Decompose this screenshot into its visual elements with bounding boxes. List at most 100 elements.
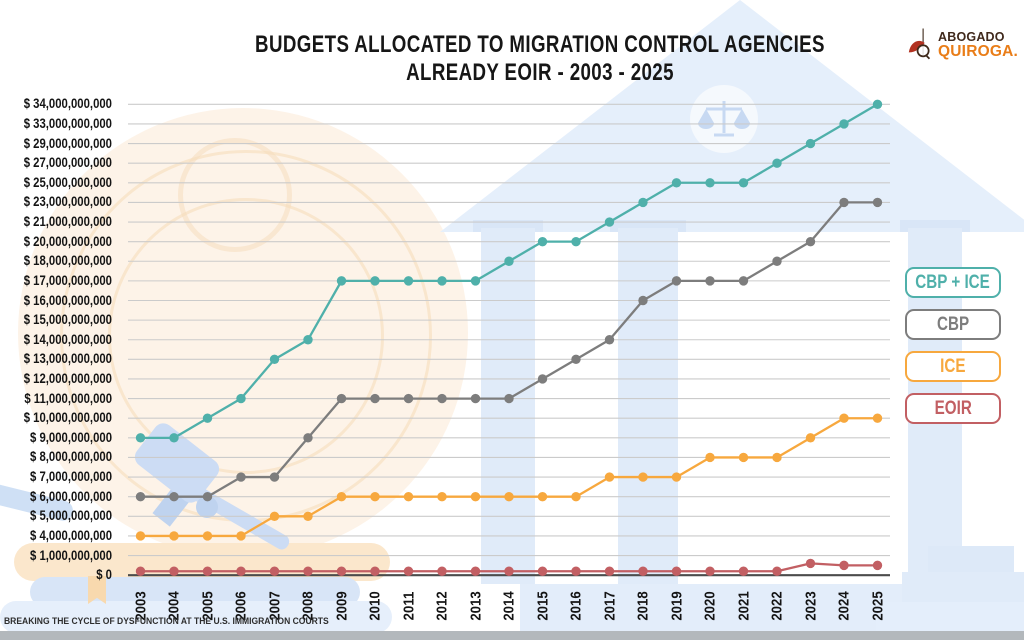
footer-tagline: BREAKING THE CYCLE OF DYSFUNCTION AT THE… [4,616,329,627]
y-axis-tick-label: $ 13,000,000,000 [23,351,112,367]
y-axis-tick-label: $ 33,000,000,000 [23,115,112,131]
x-axis-tick-label: 2019 [668,591,685,621]
data-point [135,566,146,576]
data-point [604,566,615,576]
x-axis-tick-label: 2020 [701,591,719,621]
data-point [437,393,447,404]
data-point [504,256,514,266]
y-axis-tick-label: $ 11,000,000,000 [24,390,112,406]
data-point [470,276,481,286]
data-point [169,492,179,502]
data-point [236,472,246,482]
data-point [839,119,849,129]
data-point [638,295,648,306]
data-point [135,531,146,541]
x-axis-tick-label: 2011 [400,591,417,621]
data-point [437,492,447,502]
data-point [537,492,548,502]
data-point [604,472,615,482]
data-point [269,354,280,365]
data-point [437,566,447,576]
data-point [202,531,213,541]
data-point [370,566,380,576]
y-axis-tick-label: $ 27,000,000,000 [23,155,112,171]
data-point [805,236,816,247]
x-axis-tick-label: 2021 [735,591,752,621]
data-point [738,452,749,463]
legend-item-cbp-ice: CBP + ICE [905,267,1001,298]
data-point [839,560,849,571]
data-point [537,374,548,384]
data-point [872,413,883,423]
data-point [202,413,213,423]
data-point [772,566,782,576]
data-point [370,276,380,286]
data-point [872,197,883,208]
y-axis-tick-label: $ 29,000,000,000 [23,135,112,151]
data-point [202,566,213,576]
data-point [202,492,213,502]
data-point [169,433,179,443]
y-axis-tick-label: $ 6,000,000,000 [30,488,112,504]
data-point [303,433,313,443]
data-point [839,197,849,208]
y-axis-tick-label: $ 10,000,000,000 [23,410,112,426]
data-point [403,492,414,502]
y-axis-tick-label: $ 1,000,000,000 [30,547,112,563]
data-point [738,276,749,286]
x-axis-tick-label: 2014 [500,591,518,621]
data-point [772,256,782,266]
y-axis-tick-label: $ 15,000,000,000 [23,312,112,328]
data-point [805,558,816,569]
data-point [738,566,749,576]
y-axis-tick-label: $ 8,000,000,000 [30,449,112,465]
legend-item-eoir: EOIR [905,393,1001,424]
data-point [303,335,313,345]
data-point [571,566,581,576]
logo-text-quiroga: QUIROGA. [938,43,1018,61]
legend-item-cbp: CBP [905,309,1001,340]
data-point [638,472,648,482]
logo-text-abogado: ABOGADO [938,30,1005,45]
data-point [537,566,548,576]
data-point [638,197,648,208]
data-point [638,566,648,576]
series-line-cbp [140,201,878,498]
data-point [269,472,280,482]
data-point [236,393,246,404]
y-axis-tick-label: $ 23,000,000,000 [23,194,112,210]
data-point [504,393,514,404]
data-point [269,566,280,576]
data-point [236,531,246,541]
legend-item-label: ICE [940,355,966,377]
x-axis-tick-label: 2017 [601,591,618,621]
x-axis-tick-label: 2024 [835,591,853,621]
data-point [772,158,782,168]
legend-item-ice: ICE [905,351,1001,382]
y-axis-tick-label: $ 18,000,000,000 [23,253,112,269]
data-point [236,566,246,576]
data-point [604,217,615,227]
abogado-quiroga-logo-icon [908,28,931,60]
y-axis-tick-label: $ 0 [96,567,112,583]
y-axis-tick-label: $ 4,000,000,000 [30,527,112,543]
data-point [403,276,414,286]
chart-title-line1: BUDGETS ALLOCATED TO MIGRATION CONTROL A… [255,31,825,58]
data-point [537,236,548,247]
x-axis-tick-label: 2009 [333,591,350,621]
data-point [504,492,514,502]
data-point [470,393,481,404]
data-point [705,276,715,286]
data-point [571,492,581,502]
data-point [671,472,682,482]
x-axis-tick-label: 2022 [768,591,786,621]
data-point [571,354,581,365]
data-point [370,393,380,404]
y-axis-tick-label: $ 25,000,000,000 [23,174,112,190]
y-axis-tick-label: $ 7,000,000,000 [30,469,112,485]
data-point [805,433,816,443]
y-axis-tick-label: $ 16,000,000,000 [23,292,112,308]
x-axis-tick-label: 2015 [534,591,551,621]
data-point [269,511,280,522]
data-point [303,511,313,522]
